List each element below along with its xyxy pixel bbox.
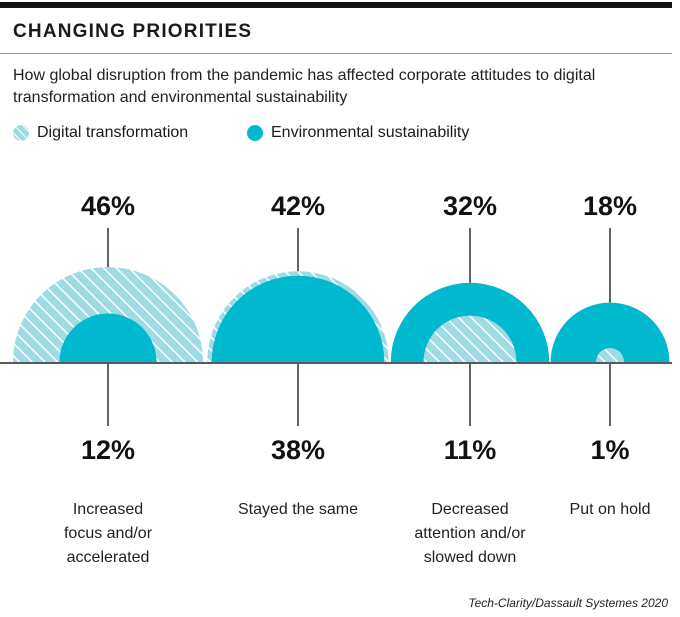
legend-label-digital: Digital transformation: [37, 124, 189, 141]
category-label-1: Stayed the same: [218, 498, 378, 522]
category-label-line: Stayed the same: [237, 501, 359, 518]
category-label-line: Put on hold: [569, 501, 651, 518]
hatched-circle-icon: [13, 125, 29, 141]
legend-item-environmental: Environmental sustainability: [247, 124, 469, 142]
category-label-line: Increased: [72, 501, 144, 518]
category-label-3: Put on hold: [530, 498, 680, 522]
semicircle-outer-3: [550, 302, 670, 362]
legend-item-digital: Digital transformation: [13, 124, 188, 142]
semicircle-inner-0: [59, 313, 157, 362]
chart-subtitle: How global disruption from the pandemic …: [13, 67, 596, 106]
category-label-line: focus and/or: [63, 525, 153, 542]
value-label-top-0: 46%: [81, 191, 135, 221]
value-label-bottom-1: 38%: [271, 435, 325, 465]
value-label-bottom-2: 11%: [444, 435, 497, 465]
value-label-bottom-0: 12%: [81, 435, 135, 465]
category-label-line: accelerated: [66, 549, 150, 566]
top-bar: [0, 2, 672, 8]
semicircle-inner-1: [211, 275, 385, 362]
value-label-top-2: 32%: [443, 191, 497, 221]
category-label-line: Decreased: [431, 501, 509, 518]
category-label-line: slowed down: [423, 549, 517, 566]
title-divider: [0, 53, 672, 54]
category-label-line: attention and/or: [414, 525, 526, 542]
value-label-bottom-3: 1%: [590, 435, 629, 465]
semicircle-inner-3: [596, 348, 624, 362]
value-label-top-3: 18%: [583, 191, 637, 221]
semicircle-inner-2: [423, 315, 517, 362]
category-label-2: Decreased attention and/or slowed down: [390, 498, 550, 570]
chart-title: CHANGING PRIORITIES: [13, 21, 253, 42]
legend-label-environmental: Environmental sustainability: [271, 124, 470, 141]
value-label-top-1: 42%: [271, 191, 325, 221]
source-note: Tech-Clarity/Dassault Systemes 2020: [468, 596, 668, 610]
solid-circle-icon: [247, 125, 263, 141]
category-label-0: Increased focus and/or accelerated: [28, 498, 188, 570]
